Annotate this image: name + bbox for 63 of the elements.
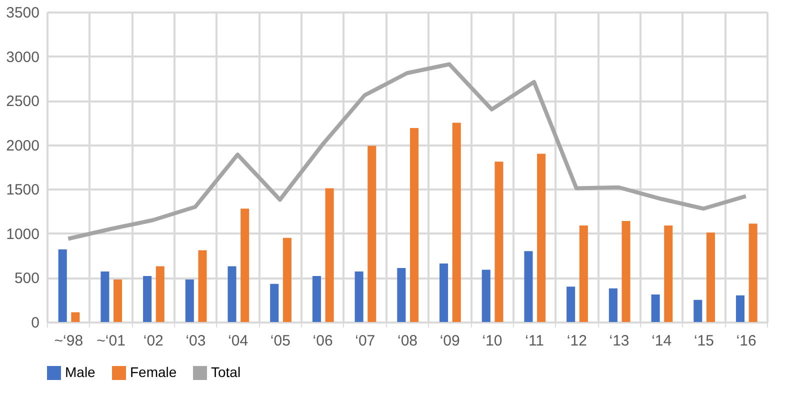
bar [736, 295, 745, 322]
x-tick-label: ~‘98 [54, 332, 84, 350]
y-tick-label: 0 [31, 314, 40, 332]
x-tick-label: ‘13 [609, 332, 630, 350]
x-tick-label: ‘10 [482, 332, 502, 350]
bar [440, 264, 448, 322]
bar [368, 146, 376, 322]
bar [325, 188, 334, 322]
bar [482, 270, 490, 322]
x-tick-label: ‘15 [694, 332, 714, 350]
y-tick-label: 1500 [6, 182, 40, 199]
legend-label: Total [211, 364, 241, 380]
bar [185, 279, 194, 322]
x-tick-label: ‘14 [652, 332, 672, 350]
bar [240, 208, 250, 322]
bar [270, 284, 279, 322]
bar [410, 128, 419, 322]
bar [608, 288, 618, 322]
y-tick-label: 2000 [6, 137, 40, 154]
y-tick-label: 1000 [6, 226, 40, 243]
bar [664, 225, 673, 322]
bar [156, 266, 164, 322]
line-series [66, 62, 748, 241]
x-tick-label: ‘05 [270, 332, 290, 350]
y-tick-label: 3500 [6, 4, 40, 22]
legend-label: Male [65, 364, 96, 380]
bar [58, 249, 67, 322]
bar [537, 154, 546, 322]
bar [71, 312, 80, 322]
bar [354, 272, 364, 322]
bar [694, 300, 702, 322]
bar [566, 286, 576, 322]
bar [397, 268, 406, 322]
bar [198, 250, 207, 322]
bar [312, 276, 321, 322]
x-tick-label: ‘12 [566, 332, 587, 350]
bar [524, 251, 533, 322]
bar [748, 224, 758, 322]
y-tick-label: 500 [14, 270, 40, 288]
x-tick-label: ‘08 [397, 332, 418, 350]
x-tick-label: ~‘01 [96, 332, 126, 350]
bar [100, 272, 110, 322]
bar [622, 221, 630, 322]
x-tick-label: ‘07 [355, 332, 376, 350]
x-tick-label: ‘02 [143, 332, 164, 350]
x-tick-label: ‘11 [525, 332, 544, 350]
bar [651, 294, 660, 322]
bar [452, 122, 461, 322]
bar [706, 232, 715, 322]
bar [579, 225, 588, 322]
y-tick-label: 2500 [6, 93, 40, 110]
bar [143, 276, 152, 322]
y-tick-label: 3000 [6, 48, 40, 66]
bar [114, 279, 122, 322]
x-tick-label: ‘16 [736, 332, 756, 350]
legend-label: Female [130, 364, 177, 380]
x-tick-label: ‘06 [312, 332, 333, 350]
x-tick-label: ‘09 [440, 332, 460, 350]
x-tick-label: ‘03 [186, 332, 206, 350]
x-tick-label: ‘04 [228, 332, 248, 350]
bar [228, 266, 236, 322]
bar [282, 238, 292, 322]
bar [494, 162, 504, 322]
